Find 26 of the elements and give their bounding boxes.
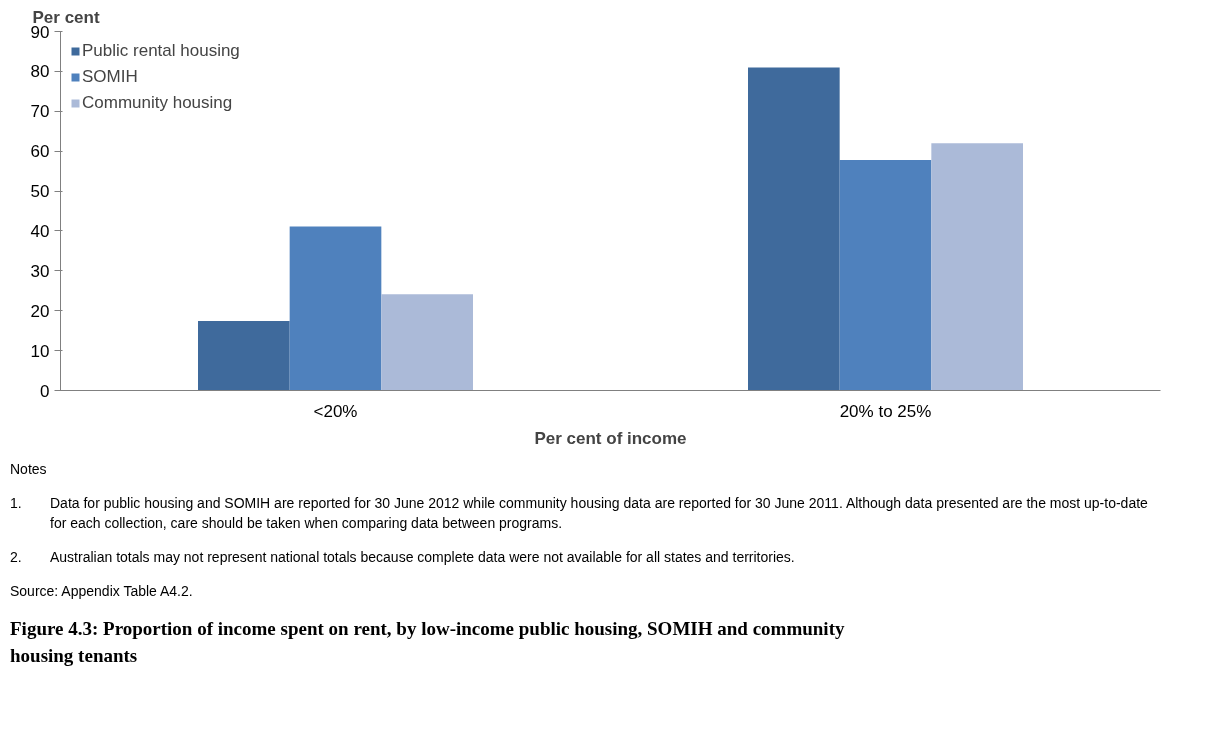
- y-tick-label: 70: [30, 102, 50, 122]
- bar: [289, 226, 382, 391]
- y-tick-label: 20: [30, 301, 50, 321]
- bar: [839, 159, 932, 391]
- text: Notes: [10, 460, 47, 479]
- y-tick-label: 30: [30, 261, 50, 281]
- y-tick-label: 40: [30, 221, 50, 241]
- y-tick-label: 50: [30, 182, 50, 202]
- legend-label: SOMIH: [82, 67, 138, 87]
- text: 2. Australian totals may not represent national totals because complete data were not available for all states and territories.: [10, 549, 795, 565]
- bar: [198, 321, 290, 391]
- source-note: Source: Appendix Table A4.2.: [10, 582, 193, 601]
- x-tick-label: 20% to 25%: [839, 401, 932, 421]
- text: 1. Data for public housing and SOMIH are reported for 30 June 2012 while community housing data are reported for 30 June 2011. Although data presented are the most up-to-date for each collection, care should be taken when comparing data between programs.: [10, 495, 1148, 531]
- x-tick-label: <20%: [313, 401, 358, 421]
- y-tick-label: 60: [30, 142, 50, 162]
- legend-label: Community housing: [82, 93, 233, 113]
- legend-label: Public rental housing: [82, 41, 240, 61]
- bar: [931, 143, 1023, 391]
- bar: [381, 294, 473, 391]
- x-axis-title: Per cent of income: [534, 428, 687, 448]
- text: Figure 4.3: Proportion of income spent on rent, by low-income public housing, SOMIH and community housing tenants: [10, 617, 846, 669]
- y-tick-label: 10: [30, 341, 50, 361]
- y-tick-label: 80: [30, 62, 50, 82]
- bar: [748, 67, 840, 391]
- y-tick-label: 0: [40, 381, 50, 401]
